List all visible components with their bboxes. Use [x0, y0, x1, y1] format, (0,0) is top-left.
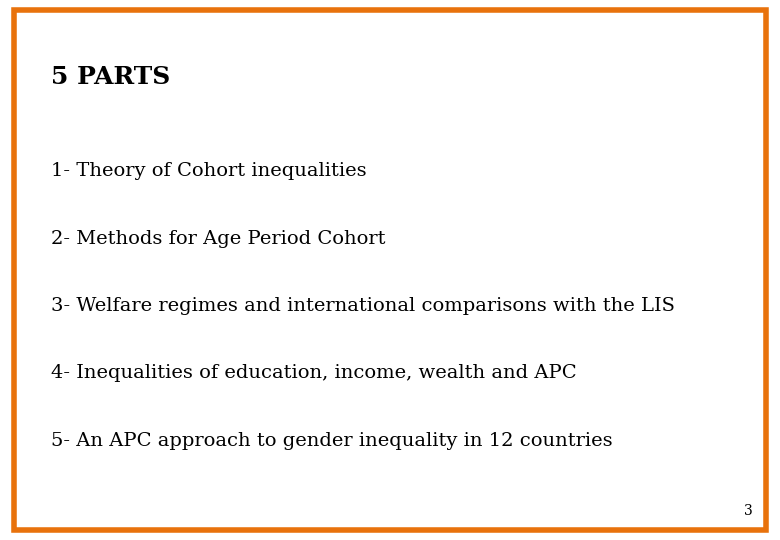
Text: 5- An APC approach to gender inequality in 12 countries: 5- An APC approach to gender inequality …	[51, 432, 612, 450]
Text: 2- Methods for Age Period Cohort: 2- Methods for Age Period Cohort	[51, 230, 385, 247]
Text: 3: 3	[744, 504, 753, 518]
Text: 5 PARTS: 5 PARTS	[51, 65, 170, 89]
Text: 3- Welfare regimes and international comparisons with the LIS: 3- Welfare regimes and international com…	[51, 297, 675, 315]
FancyBboxPatch shape	[14, 10, 766, 530]
Text: 4- Inequalities of education, income, wealth and APC: 4- Inequalities of education, income, we…	[51, 364, 576, 382]
Text: 1- Theory of Cohort inequalities: 1- Theory of Cohort inequalities	[51, 162, 367, 180]
